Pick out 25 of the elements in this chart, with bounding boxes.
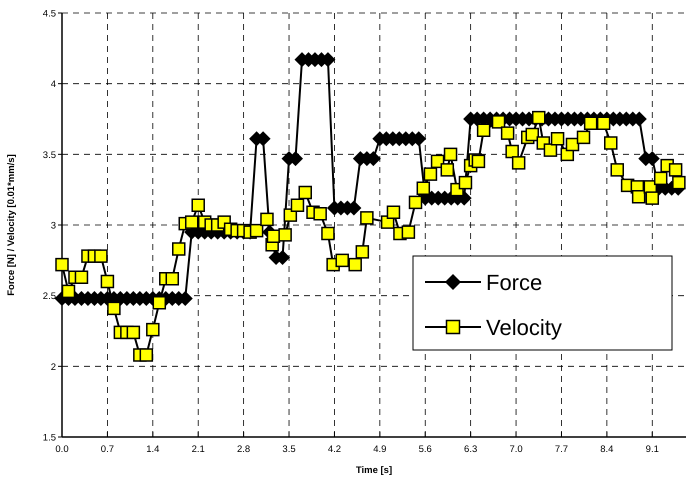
x-tick-label: 5.6 (418, 444, 432, 455)
x-tick-label: 2.1 (192, 444, 205, 455)
y-tick-label: 3 (50, 220, 56, 232)
x-tick-label: 3.5 (282, 444, 296, 455)
y-tick-label: 1.5 (42, 432, 56, 444)
x-tick-label: 2.8 (237, 444, 250, 455)
x-tick-label: 7.0 (509, 444, 523, 455)
legend-label: Velocity (486, 315, 562, 340)
x-tick-label: 0.0 (55, 444, 69, 455)
x-tick-label: 6.3 (464, 444, 478, 455)
x-tick-label: 4.2 (328, 444, 342, 455)
legend-label: Force (486, 270, 542, 295)
y-tick-label: 2.5 (42, 291, 56, 302)
x-tick-label: 1.4 (146, 444, 160, 455)
x-axis-title: Time [s] (356, 465, 392, 476)
x-tick-label: 9.1 (646, 444, 659, 455)
x-tick-label: 7.7 (554, 444, 568, 455)
y-tick-label: 4.5 (42, 8, 56, 20)
x-tick-label: 0.7 (100, 444, 114, 455)
y-tick-label: 4 (50, 79, 56, 90)
x-tick-label: 4.9 (373, 444, 386, 455)
x-tick-label: 8.4 (600, 444, 614, 455)
y-tick-label: 2 (50, 362, 56, 373)
y-tick-label: 3.5 (42, 150, 56, 161)
y-axis-title: Force [N] / Velocity [0.01*mm/s] (6, 154, 17, 296)
